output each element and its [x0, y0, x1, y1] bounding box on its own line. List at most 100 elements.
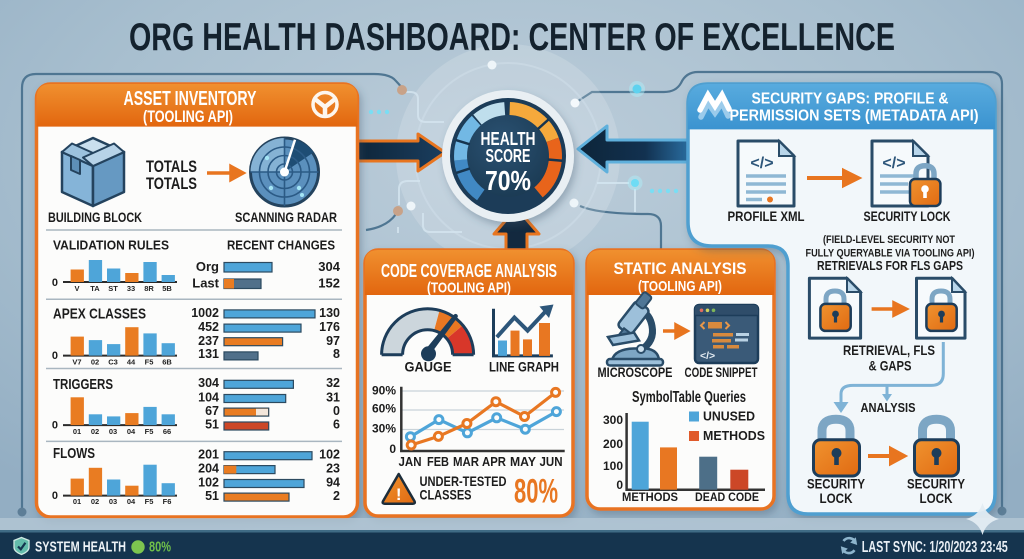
svg-text:APR: APR [482, 455, 506, 469]
svg-text:STATIC ANALYSIS: STATIC ANALYSIS [614, 259, 747, 278]
svg-text:32: 32 [326, 376, 340, 390]
svg-text:MAR: MAR [453, 455, 479, 469]
svg-text:102: 102 [198, 476, 219, 490]
svg-text:44: 44 [127, 358, 136, 367]
svg-text:102: 102 [319, 448, 340, 462]
svg-text:SECURITY GAPS: PROFILE &: SECURITY GAPS: PROFILE & [752, 91, 949, 108]
svg-text:ANALYSIS: ANALYSIS [861, 400, 916, 415]
svg-text:0: 0 [333, 404, 340, 418]
svg-text:97: 97 [326, 334, 340, 348]
svg-text:176: 176 [319, 320, 340, 334]
svg-text:MAY: MAY [510, 455, 537, 469]
svg-text:FULLY QUERYABLE VIA TOOLING AP: FULLY QUERYABLE VIA TOOLING API) [806, 248, 975, 260]
svg-text:8R: 8R [144, 284, 154, 293]
svg-text:152: 152 [318, 276, 340, 291]
svg-text:02: 02 [91, 358, 99, 367]
svg-text:ASSET INVENTORY: ASSET INVENTORY [124, 88, 257, 110]
svg-text:F6: F6 [163, 497, 172, 506]
svg-text:RETRIEVAL, FLS: RETRIEVAL, FLS [843, 342, 935, 358]
svg-text:6: 6 [333, 418, 340, 432]
svg-text:51: 51 [205, 489, 219, 503]
svg-text:</>: </> [750, 155, 773, 172]
svg-text:RECENT CHANGES: RECENT CHANGES [227, 238, 335, 253]
svg-text:0: 0 [52, 277, 58, 289]
svg-text:31: 31 [326, 391, 340, 405]
svg-text:23: 23 [326, 462, 340, 476]
svg-text:CODE COVERAGE ANALYSIS: CODE COVERAGE ANALYSIS [381, 261, 557, 281]
svg-text:FEB: FEB [427, 455, 449, 469]
svg-text:130: 130 [319, 306, 340, 320]
svg-text:131: 131 [198, 347, 219, 361]
svg-text:0: 0 [52, 490, 58, 502]
svg-text:80%: 80% [149, 539, 171, 556]
svg-text:200: 200 [603, 437, 623, 451]
svg-text:03: 03 [109, 497, 117, 506]
svg-text:01: 01 [73, 497, 81, 506]
svg-text:ST: ST [108, 284, 118, 293]
svg-text:SECURITY: SECURITY [907, 475, 966, 491]
svg-text:1002: 1002 [191, 306, 219, 320]
svg-text:GAUGE: GAUGE [405, 359, 452, 375]
svg-text:SCORE: SCORE [486, 146, 531, 166]
svg-text:BUILDING BLOCK: BUILDING BLOCK [48, 209, 142, 225]
svg-text:300: 300 [603, 413, 623, 427]
svg-text:0: 0 [616, 478, 623, 492]
svg-text:UNDER-TESTED: UNDER-TESTED [420, 473, 507, 489]
svg-text:104: 104 [198, 391, 219, 405]
svg-text:02: 02 [91, 427, 99, 436]
svg-text:(FIELD-LEVEL SECURITY NOT: (FIELD-LEVEL SECURITY NOT [823, 234, 955, 246]
svg-text:FLOWS: FLOWS [53, 445, 95, 462]
svg-text:201: 201 [198, 448, 219, 462]
svg-text:UNUSED: UNUSED [703, 409, 755, 424]
svg-text:SECURITY: SECURITY [807, 475, 866, 491]
svg-text:70%: 70% [485, 165, 531, 196]
svg-text:0: 0 [52, 350, 58, 362]
svg-text:!: ! [396, 485, 402, 504]
svg-text:</>: </> [700, 350, 715, 362]
svg-text:JUN: JUN [540, 455, 563, 469]
svg-text:V: V [74, 284, 79, 293]
svg-text:(TOOLING API): (TOOLING API) [638, 278, 722, 295]
svg-text:TOTALS: TOTALS [146, 157, 197, 176]
svg-text:8: 8 [333, 347, 340, 361]
svg-text:MICROSCOPE: MICROSCOPE [598, 365, 673, 380]
svg-text:67: 67 [205, 404, 219, 418]
svg-text:VALIDATION RULES: VALIDATION RULES [53, 238, 169, 253]
svg-text:01: 01 [73, 427, 81, 436]
svg-text:PERMISSION SETS (METADATA API): PERMISSION SETS (METADATA API) [730, 108, 979, 125]
svg-text:C3: C3 [108, 358, 118, 367]
svg-text:TA: TA [90, 284, 100, 293]
svg-text:(TOOLING API): (TOOLING API) [427, 280, 511, 297]
svg-text:03: 03 [109, 427, 117, 436]
svg-text:04: 04 [127, 497, 136, 506]
svg-text:452: 452 [198, 320, 219, 334]
svg-text:60%: 60% [372, 402, 396, 416]
svg-text:V7: V7 [72, 358, 81, 367]
svg-text:94: 94 [326, 476, 340, 490]
svg-text:F5: F5 [145, 427, 154, 436]
svg-text:Last: Last [192, 276, 219, 291]
svg-text:304: 304 [198, 376, 219, 390]
svg-text:02: 02 [91, 497, 99, 506]
svg-text:SCANNING RADAR: SCANNING RADAR [235, 209, 337, 225]
svg-text:ORG HEALTH DASHBOARD: CENTER O: ORG HEALTH DASHBOARD: CENTER OF EXCELLEN… [129, 16, 895, 59]
svg-text:</>: </> [882, 155, 905, 172]
svg-text:TRIGGERS: TRIGGERS [53, 376, 113, 393]
svg-text:100: 100 [603, 459, 623, 473]
svg-text:30%: 30% [372, 422, 396, 436]
svg-text:JAN: JAN [399, 455, 422, 469]
svg-text:LOCK: LOCK [920, 490, 953, 506]
svg-text:304: 304 [318, 259, 340, 274]
svg-text:SECURITY LOCK: SECURITY LOCK [864, 208, 951, 224]
svg-text:2: 2 [333, 489, 340, 503]
svg-text:HEALTH: HEALTH [481, 129, 536, 149]
svg-text:PROFILE XML: PROFILE XML [728, 208, 805, 224]
svg-text:Org: Org [196, 259, 219, 274]
svg-text:CLASSES: CLASSES [420, 487, 472, 503]
svg-text:204: 204 [198, 462, 219, 476]
svg-text:33: 33 [127, 284, 135, 293]
svg-text:TOTALS: TOTALS [146, 174, 197, 193]
svg-text:LINE GRAPH: LINE GRAPH [489, 359, 559, 375]
svg-text:0: 0 [389, 442, 396, 456]
svg-text:0: 0 [52, 420, 58, 432]
